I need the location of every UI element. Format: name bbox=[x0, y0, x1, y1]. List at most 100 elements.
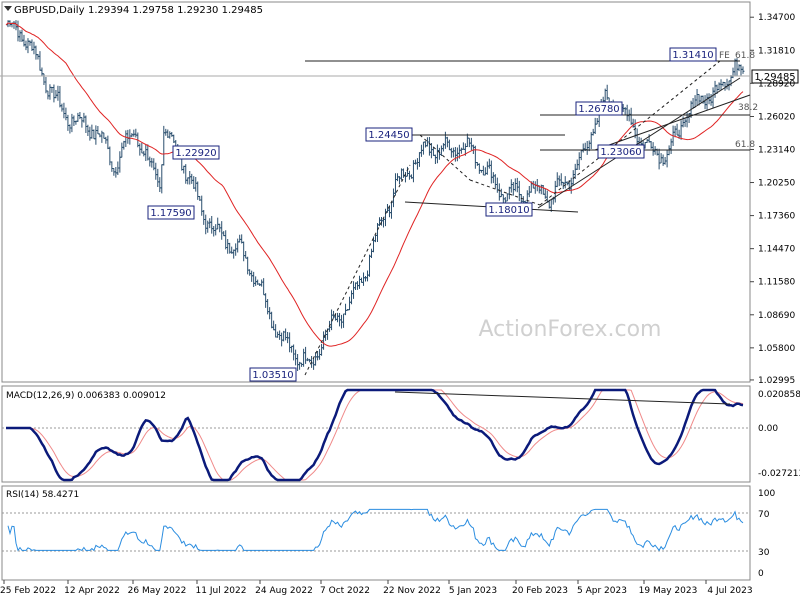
dashed-swing-line-3 bbox=[539, 60, 721, 206]
ohlc-bar bbox=[585, 141, 589, 155]
ohlc-bar bbox=[294, 349, 298, 366]
moving-average-line bbox=[5, 22, 744, 347]
ohlc-bar bbox=[509, 179, 513, 193]
ohlc-bar bbox=[429, 143, 433, 159]
ohlc-bar bbox=[242, 241, 246, 262]
ohlc-bar bbox=[50, 86, 54, 93]
ohlc-bar bbox=[465, 133, 469, 148]
annotation-box-12445 bbox=[365, 127, 413, 142]
annotation-box-13141 bbox=[669, 47, 717, 62]
date-axis-label: 22 Nov 2022 bbox=[383, 586, 441, 596]
ohlc-bar bbox=[679, 120, 683, 140]
annotation-box-10351 bbox=[249, 367, 297, 382]
annotation-box-11801 bbox=[485, 202, 533, 217]
ohlc-bar bbox=[423, 141, 427, 148]
ohlc-bar bbox=[683, 117, 687, 127]
ohlc-bar bbox=[94, 125, 98, 145]
price-axis-tick-label: 1.08690 bbox=[758, 311, 795, 321]
ohlc-bar bbox=[184, 164, 188, 184]
ohlc-bar bbox=[481, 165, 485, 176]
ohlc-bar bbox=[358, 275, 362, 289]
ohlc-bar bbox=[132, 129, 136, 137]
ohlc-bar bbox=[82, 112, 86, 123]
ohlc-bar bbox=[389, 201, 393, 219]
ohlc-bar bbox=[206, 220, 210, 233]
ohlc-bar bbox=[124, 130, 128, 148]
ohlc-bar bbox=[713, 80, 717, 98]
price-axis-tick-label: 1.02995 bbox=[758, 376, 795, 386]
ohlc-bar bbox=[54, 90, 58, 99]
price-axis-tick-label: 1.05800 bbox=[758, 344, 795, 354]
date-axis-label: 24 Aug 2022 bbox=[255, 586, 313, 596]
channel-support-line bbox=[537, 77, 741, 209]
ohlc-bar bbox=[250, 270, 254, 282]
date-axis-label: 12 Apr 2022 bbox=[64, 586, 120, 596]
date-axis-label: 5 Jan 2023 bbox=[449, 586, 497, 596]
ohlc-bar bbox=[86, 124, 90, 137]
ohlc-bar bbox=[541, 184, 545, 195]
ohlc-bar bbox=[314, 352, 318, 366]
ohlc-bar bbox=[120, 142, 124, 158]
ohlc-bar bbox=[725, 78, 729, 90]
dropdown-triangle-icon bbox=[4, 6, 12, 11]
ohlc-bar bbox=[657, 148, 661, 170]
ohlc-bar bbox=[232, 249, 236, 259]
symbol-label: GBPUSD,Daily bbox=[14, 5, 85, 16]
ohlc-bar bbox=[577, 152, 581, 170]
ohlc-bar bbox=[673, 125, 677, 138]
ohlc-bar bbox=[517, 180, 521, 202]
ohlc-bar bbox=[90, 124, 94, 139]
trend-lines bbox=[0, 60, 751, 376]
ohlc-bar bbox=[216, 217, 220, 230]
annotation-11759: 1.17590 bbox=[150, 208, 191, 219]
ohlc-bar bbox=[214, 224, 218, 236]
annotation-12306: 1.23060 bbox=[600, 147, 641, 158]
fib-label-618-top: 61.8 bbox=[735, 51, 755, 61]
ohlc-bar bbox=[64, 107, 68, 121]
rsi-panel-frame bbox=[1, 485, 751, 581]
ohlc-bar bbox=[499, 188, 503, 198]
ohlc-bar bbox=[154, 162, 158, 180]
ohlc-bar bbox=[182, 165, 186, 174]
ohlc-bar bbox=[272, 320, 276, 331]
annotation-12445: 1.24450 bbox=[368, 130, 409, 141]
ohlc-bar bbox=[260, 279, 264, 287]
ohlc-bar bbox=[292, 344, 296, 361]
ohlc-bar bbox=[62, 102, 66, 119]
ohlc-bar bbox=[413, 159, 417, 165]
ohlc-bar bbox=[38, 51, 42, 71]
price-axis-tick-label: 1.23140 bbox=[758, 145, 795, 155]
macd-tick-bottom: -0.027213 bbox=[758, 469, 800, 479]
annotation-10351: 1.03510 bbox=[252, 370, 293, 381]
macd-line bbox=[6, 388, 744, 482]
ohlc-bar bbox=[18, 30, 22, 42]
ohlc-bar bbox=[741, 66, 745, 74]
ohlc-bar bbox=[194, 176, 198, 192]
ohlc-bar bbox=[158, 177, 162, 193]
ohlc-bar bbox=[467, 137, 471, 148]
ohlc-bar bbox=[443, 131, 447, 149]
ohlc-bar bbox=[156, 168, 160, 188]
ohlc-bar bbox=[202, 209, 206, 225]
ohlc-bar bbox=[350, 290, 354, 305]
ohlc-bar bbox=[687, 112, 691, 124]
ohlc-bar bbox=[705, 93, 709, 110]
ohlc-bar bbox=[437, 147, 441, 160]
ohlc-bar bbox=[188, 170, 192, 185]
ohlc-bar bbox=[88, 126, 92, 141]
ohlc-bar bbox=[703, 95, 707, 110]
ohlc-bar bbox=[451, 147, 455, 158]
ohlc-bar bbox=[511, 182, 515, 196]
ohlc-bar bbox=[433, 154, 437, 164]
ohlc-bar bbox=[16, 20, 20, 42]
ohlc-bar bbox=[553, 180, 557, 203]
ohlc-bar bbox=[579, 149, 583, 161]
rsi-tick-0: 0 bbox=[758, 569, 764, 579]
ohlc-bar bbox=[555, 172, 559, 188]
ohlc-bar bbox=[146, 144, 150, 161]
dashed-swing-line-2 bbox=[469, 179, 541, 206]
ohlc-bar bbox=[651, 142, 655, 156]
ohlc-bar bbox=[80, 116, 84, 128]
ohlc-bar bbox=[731, 67, 735, 79]
ohlc-bar bbox=[407, 170, 411, 180]
